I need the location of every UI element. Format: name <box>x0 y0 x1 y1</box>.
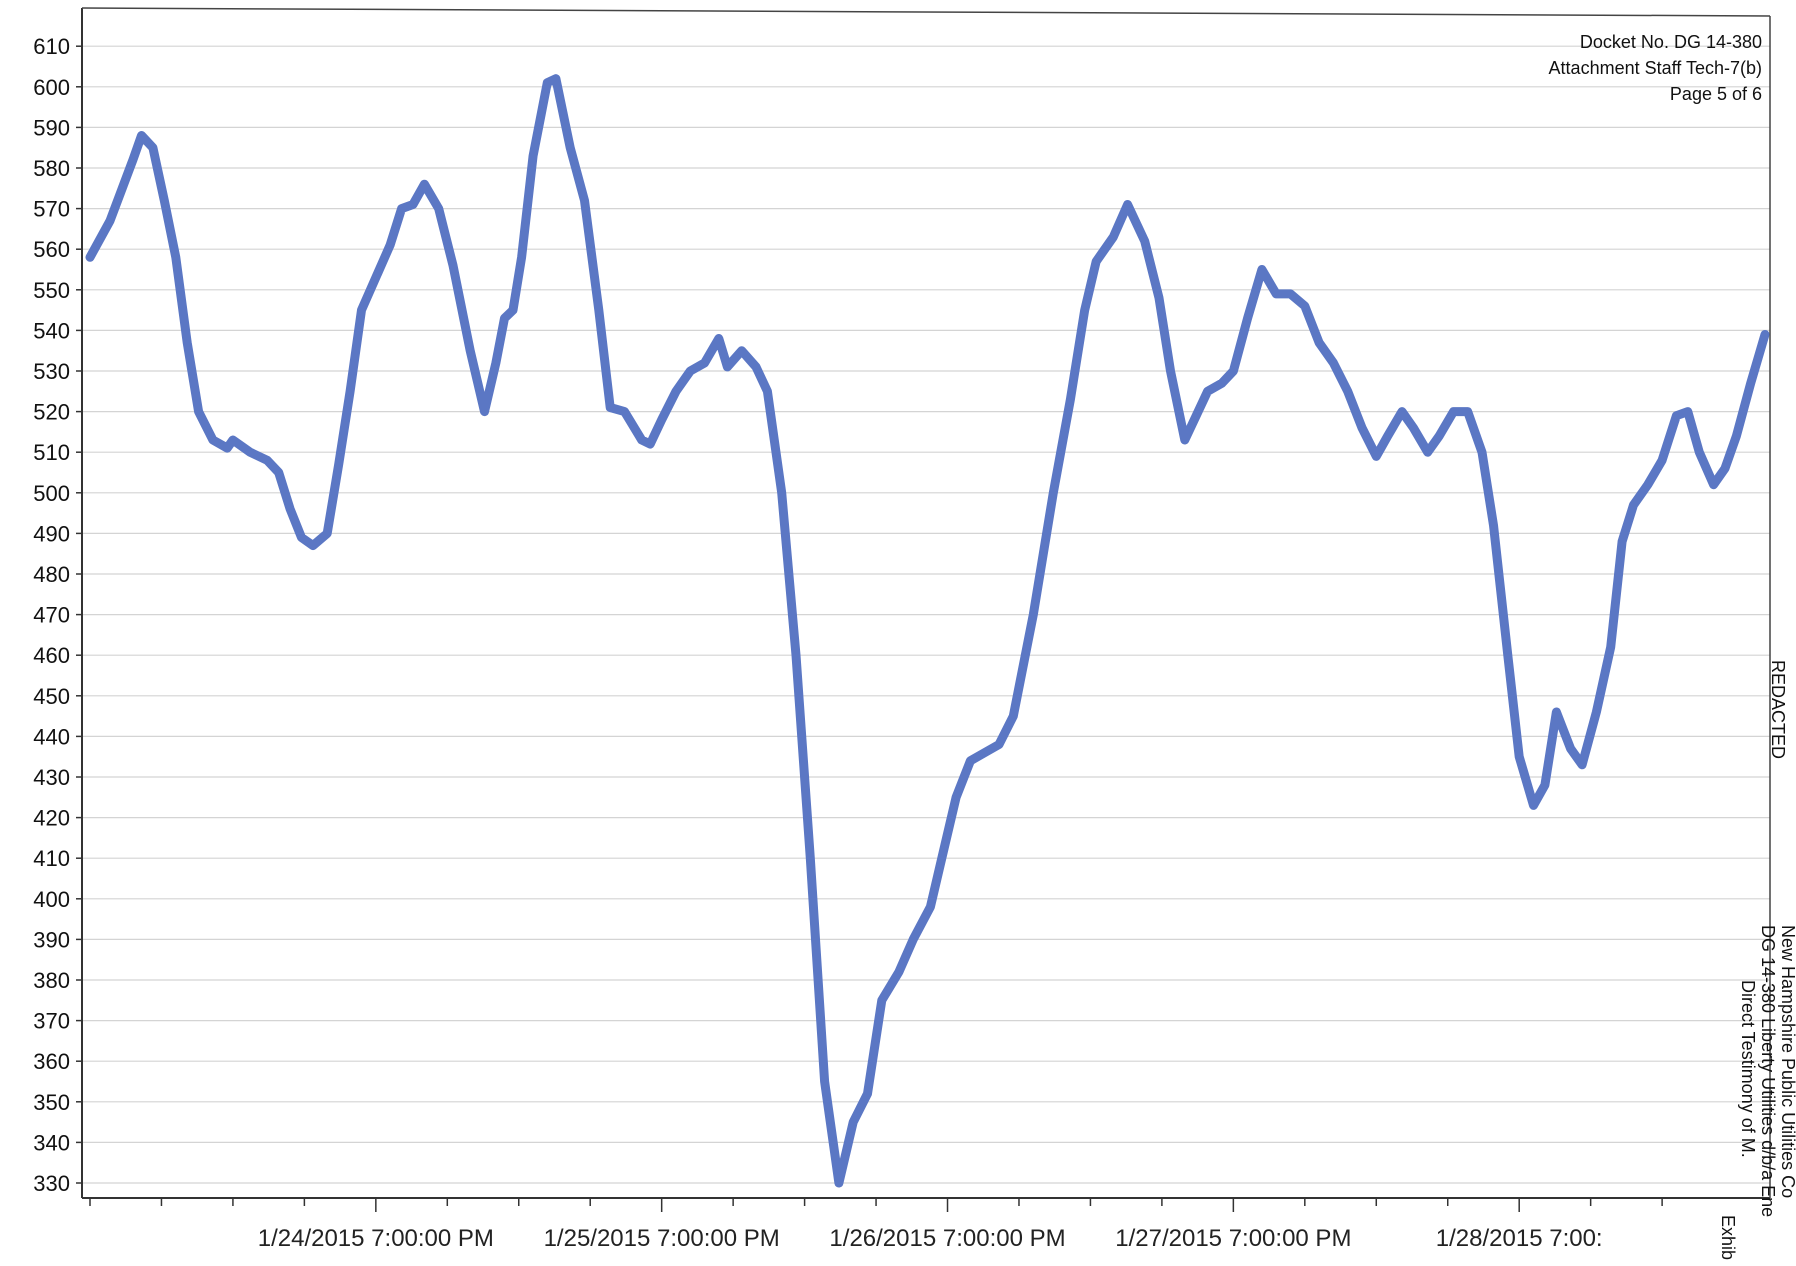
y-tick-label: 380 <box>33 968 70 993</box>
y-tick-label: 450 <box>33 684 70 709</box>
y-tick-label: 510 <box>33 440 70 465</box>
y-tick-label: 480 <box>33 562 70 587</box>
y-tick-label: 440 <box>33 724 70 749</box>
y-tick-label: 530 <box>33 359 70 384</box>
y-tick-label: 330 <box>33 1171 70 1196</box>
y-tick-label: 350 <box>33 1090 70 1115</box>
side-line-2: DG 14-380 Liberty Utilities d/b/a Ene <box>1758 925 1778 1217</box>
docket-line-2: Attachment Staff Tech-7(b) <box>1549 58 1762 78</box>
redacted-stamp: REDACTED <box>1768 660 1788 759</box>
y-tick-label: 490 <box>33 521 70 546</box>
x-tick-label: 1/28/2015 7:00: <box>1436 1225 1603 1252</box>
y-tick-label: 400 <box>33 887 70 912</box>
y-tick-label: 550 <box>33 278 70 303</box>
x-tick-label: 1/27/2015 7:00:00 PM <box>1115 1225 1351 1252</box>
docket-line-3: Page 5 of 6 <box>1670 84 1762 104</box>
y-tick-label: 560 <box>33 237 70 262</box>
y-tick-label: 570 <box>33 197 70 222</box>
y-tick-label: 410 <box>33 846 70 871</box>
gridlines <box>82 45 1770 1184</box>
side-annotations: REDACTED New Hampshire Public Utilities … <box>1718 660 1796 1260</box>
plot-top-border <box>81 7 1771 17</box>
x-axis-ticks: 1/24/2015 7:00:00 PM 1/25/2015 7:00:00 PM… <box>89 1198 1663 1252</box>
y-tick-label: 540 <box>33 318 70 343</box>
y-tick-label: 370 <box>33 1009 70 1034</box>
docket-line-1: Docket No. DG 14-380 <box>1580 32 1762 52</box>
x-tick-label: 1/24/2015 7:00:00 PM <box>258 1225 494 1252</box>
y-tick-label: 340 <box>33 1130 70 1155</box>
y-tick-label: 580 <box>33 156 70 181</box>
y-tick-label: 460 <box>33 643 70 668</box>
y-tick-label: 610 <box>33 34 70 59</box>
side-line-1: New Hampshire Public Utilities Co <box>1778 925 1796 1198</box>
y-tick-label: 390 <box>33 927 70 952</box>
y-tick-label: 600 <box>33 75 70 100</box>
x-tick-label: 1/26/2015 7:00:00 PM <box>829 1225 1065 1252</box>
series-line <box>85 74 1770 1188</box>
y-tick-label: 590 <box>33 115 70 140</box>
y-tick-label: 500 <box>33 481 70 506</box>
x-tick-label: 1/25/2015 7:00:00 PM <box>544 1225 780 1252</box>
y-tick-label: 520 <box>33 400 70 425</box>
side-line-3: Direct Testimony of M. <box>1738 980 1758 1158</box>
y-tick-label: 470 <box>33 603 70 628</box>
y-tick-label: 420 <box>33 806 70 831</box>
y-tick-label: 360 <box>33 1049 70 1074</box>
side-line-4: Exhib <box>1718 1215 1738 1260</box>
y-tick-label: 430 <box>33 765 70 790</box>
